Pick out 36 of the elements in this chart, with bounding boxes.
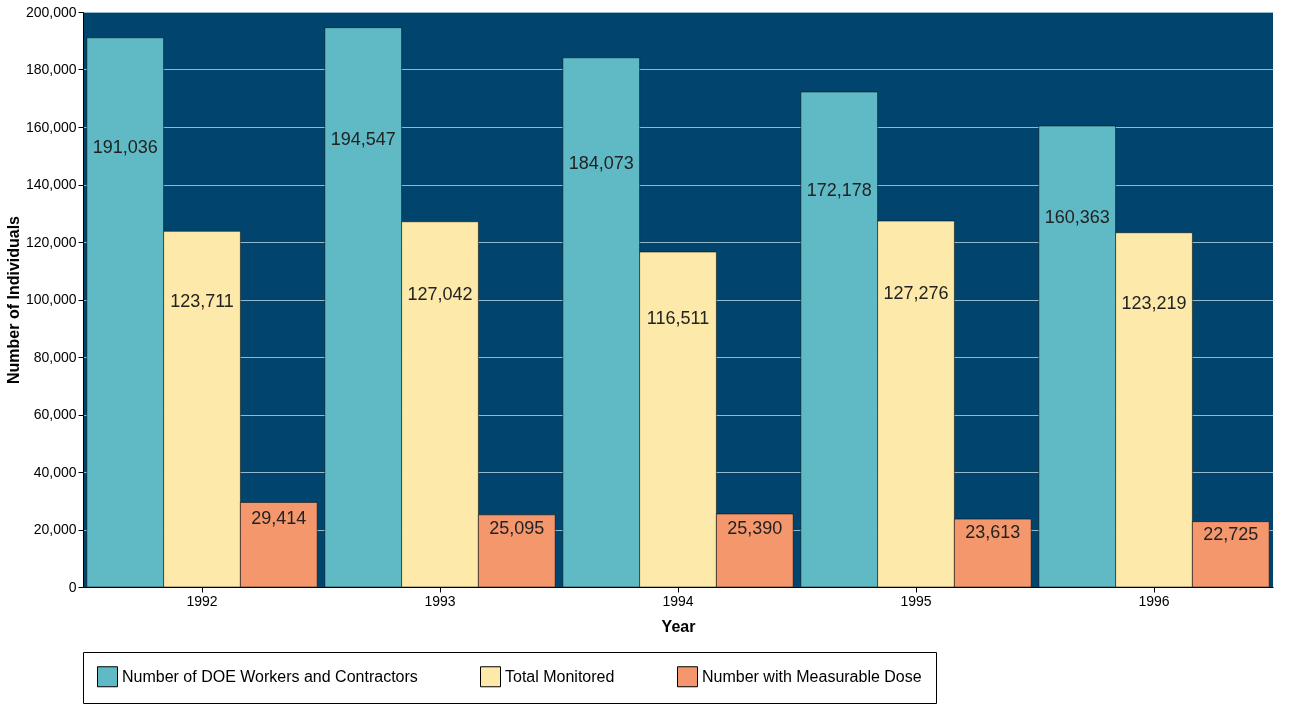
x-tick-label: 1993: [424, 592, 456, 609]
data-label: 160,363: [1044, 207, 1110, 228]
data-label: 172,178: [806, 179, 872, 200]
data-label: 127,276: [883, 283, 949, 304]
y-tick-label: 40,000: [33, 463, 77, 480]
y-tick-label: 80,000: [33, 348, 77, 365]
y-axis-title: Number of Individuals: [4, 215, 22, 385]
y-tick-label: 0: [68, 578, 77, 595]
data-label: 184,073: [568, 152, 634, 173]
data-label: 194,547: [330, 128, 396, 149]
y-tick-label: 60,000: [33, 406, 77, 422]
legend-label: Total Monitored: [505, 667, 615, 685]
data-label: 191,036: [92, 136, 158, 157]
x-tick-label: 1996: [1138, 592, 1170, 609]
data-label: 23,613: [965, 521, 1021, 542]
data-label: 29,414: [251, 508, 307, 529]
y-tick-label: 180,000: [25, 61, 77, 77]
x-axis-title: Year: [661, 617, 696, 635]
data-label: 22,725: [1203, 523, 1259, 544]
x-tick-label: 1994: [662, 592, 694, 609]
y-tick-label: 200,000: [25, 3, 77, 20]
y-tick-label: 20,000: [33, 521, 77, 537]
y-tick-label: 120,000: [25, 233, 77, 250]
y-tick-label: 160,000: [25, 118, 77, 135]
data-label: 25,390: [727, 517, 783, 538]
y-tick-label: 140,000: [25, 176, 77, 192]
data-label: 116,511: [646, 308, 710, 329]
data-label: 25,095: [489, 518, 545, 539]
data-label: 127,042: [407, 283, 473, 304]
legend-label: Number of DOE Workers and Contractors: [122, 667, 418, 685]
x-tick-label: 1995: [900, 592, 932, 609]
legend-label: Number with Measurable Dose: [702, 667, 922, 685]
data-label: 123,711: [170, 291, 234, 312]
data-label: 123,219: [1121, 292, 1187, 313]
x-tick-label: 1992: [186, 592, 218, 609]
y-tick-label: 100,000: [25, 291, 77, 307]
